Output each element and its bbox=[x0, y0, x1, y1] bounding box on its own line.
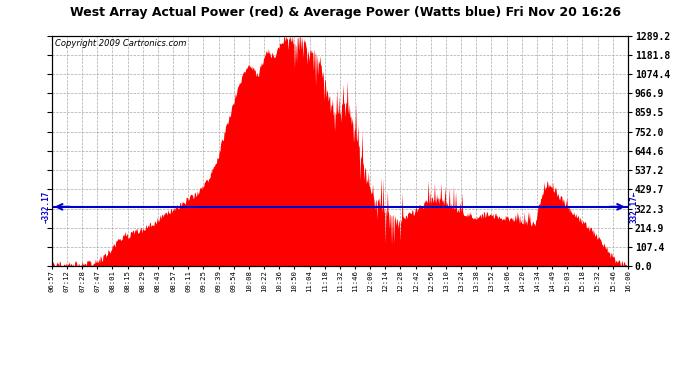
Text: Copyright 2009 Cartronics.com: Copyright 2009 Cartronics.com bbox=[55, 39, 186, 48]
Text: West Array Actual Power (red) & Average Power (Watts blue) Fri Nov 20 16:26: West Array Actual Power (red) & Average … bbox=[70, 6, 620, 19]
Text: →332.17: →332.17 bbox=[41, 190, 50, 223]
Text: 332.17←: 332.17← bbox=[629, 190, 638, 223]
